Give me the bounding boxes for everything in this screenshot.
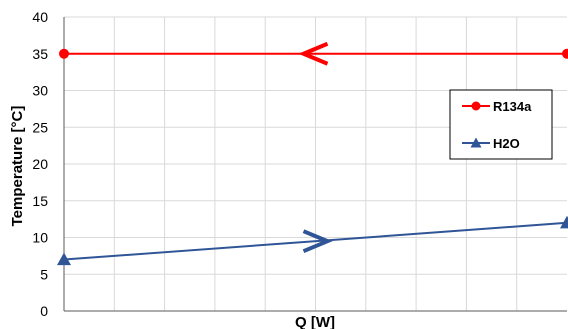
legend-label-r134a: R134a xyxy=(493,99,532,114)
series-h2o xyxy=(57,215,568,266)
legend-item-r134a: R134a xyxy=(462,99,532,114)
series-line-h2o xyxy=(63,221,568,261)
series-r134a xyxy=(59,41,568,66)
data-point xyxy=(59,48,69,59)
grid-lines xyxy=(64,16,567,312)
flow-direction-arrow-h2o xyxy=(302,229,333,254)
y-axis-ticks: 0 5 10 15 20 25 30 35 40 xyxy=(32,9,48,319)
y-tick-label: 15 xyxy=(32,193,48,209)
x-axis-title: Q [W] xyxy=(295,314,335,329)
flow-direction-arrow-r134a xyxy=(298,41,329,66)
y-axis-title: Temperature [°C] xyxy=(9,106,26,227)
y-tick-label: 25 xyxy=(32,119,48,135)
data-point xyxy=(562,48,568,59)
legend: R134a H2O xyxy=(449,89,553,160)
legend-item-h2o: H2O xyxy=(462,136,520,151)
y-tick-label: 0 xyxy=(40,303,48,319)
data-point xyxy=(57,252,71,266)
y-tick-label: 40 xyxy=(32,9,48,25)
y-tick-label: 30 xyxy=(32,83,48,99)
y-tick-label: 35 xyxy=(32,46,48,62)
legend-marker-h2o xyxy=(470,137,482,148)
y-tick-label: 20 xyxy=(32,156,48,172)
y-tick-label: 10 xyxy=(32,230,48,246)
series-layer xyxy=(57,41,568,266)
legend-marker-r134a xyxy=(471,101,481,111)
legend-label-h2o: H2O xyxy=(493,136,520,151)
legend-box xyxy=(449,89,553,160)
y-tick-label: 5 xyxy=(40,266,48,282)
data-point xyxy=(560,215,568,229)
